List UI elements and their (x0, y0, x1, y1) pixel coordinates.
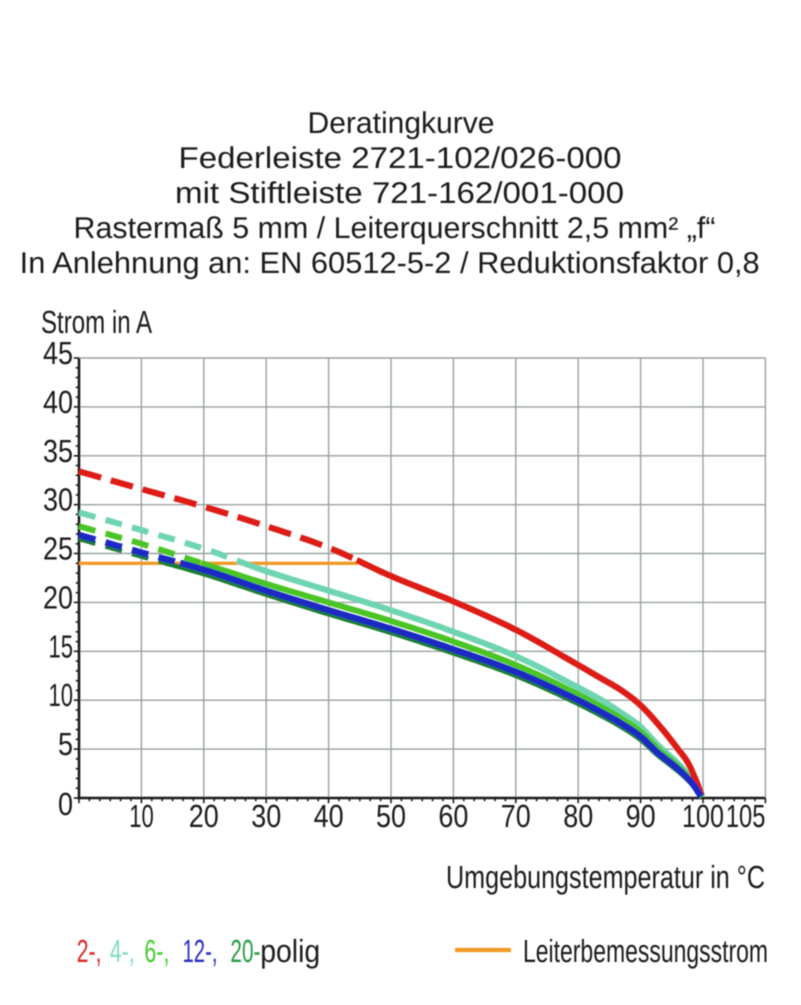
svg-text:20: 20 (189, 798, 219, 834)
svg-text:50: 50 (376, 798, 406, 834)
svg-text:In Anlehnung an: EN 60512-5-2: In Anlehnung an: EN 60512-5-2 / Reduktio… (20, 247, 760, 280)
svg-text:mit Stiftleiste 721-162/001-00: mit Stiftleiste 721-162/001-000 (175, 177, 624, 210)
svg-text:100: 100 (682, 798, 724, 834)
svg-text:80: 80 (563, 798, 593, 834)
svg-text:35: 35 (43, 433, 73, 469)
svg-text:90: 90 (626, 798, 656, 834)
svg-text:10: 10 (129, 798, 154, 834)
svg-text:Strom in A: Strom in A (41, 304, 152, 340)
svg-text:Umgebungstemperatur in °C: Umgebungstemperatur in °C (446, 859, 765, 895)
svg-text:40: 40 (314, 798, 344, 834)
svg-text:15: 15 (49, 628, 74, 664)
svg-text:30: 30 (43, 482, 73, 518)
svg-text:40: 40 (43, 384, 73, 420)
svg-text:45: 45 (43, 335, 73, 371)
svg-text:5: 5 (58, 726, 73, 762)
svg-text:Federleiste 2721-102/026-000: Federleiste 2721-102/026-000 (179, 142, 622, 175)
svg-text:2-,4-,6-,12-,20-polig: 2-, 4-, 6-, 12-, 20-polig (77, 933, 321, 969)
svg-text:70: 70 (501, 798, 531, 834)
svg-text:25: 25 (43, 531, 73, 567)
svg-text:20: 20 (43, 579, 73, 615)
svg-text:60: 60 (438, 798, 468, 834)
svg-text:Leiterbemessungsstrom: Leiterbemessungsstrom (523, 933, 768, 969)
svg-text:Rastermaß 5 mm / Leiterquersch: Rastermaß 5 mm / Leiterquerschnitt 2,5 m… (74, 212, 716, 245)
svg-text:Deratingkurve: Deratingkurve (308, 107, 495, 140)
svg-text:10: 10 (49, 677, 74, 713)
svg-text:105: 105 (726, 798, 766, 834)
svg-text:30: 30 (251, 798, 281, 834)
svg-text:0: 0 (58, 786, 73, 822)
